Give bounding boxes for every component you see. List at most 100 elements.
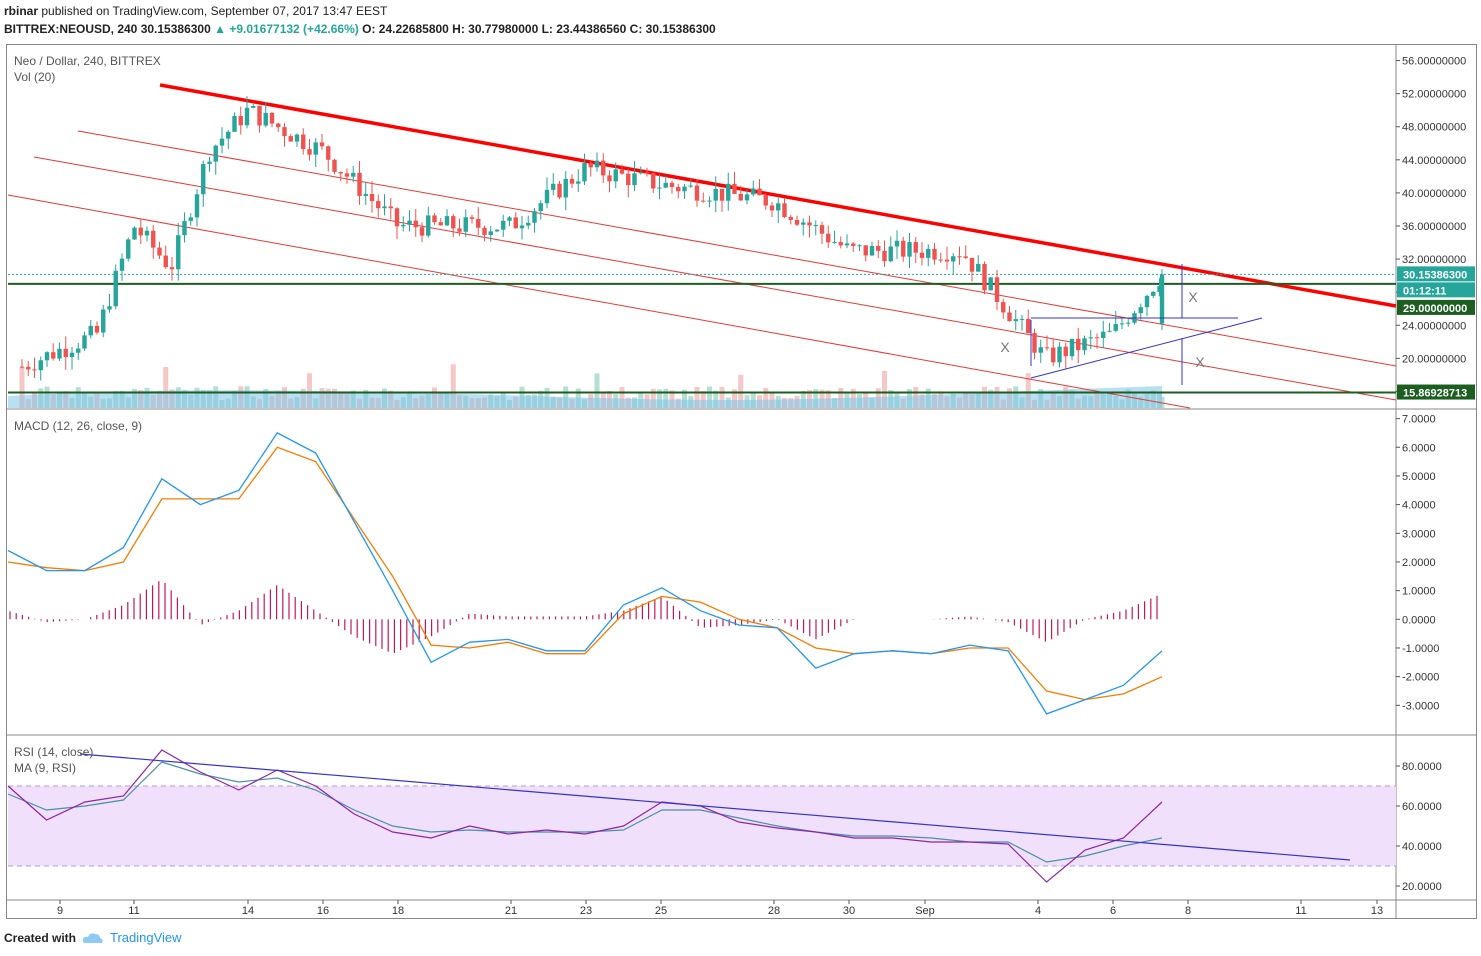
candle-up	[488, 231, 493, 235]
rsi-ma-title: MA (9, RSI)	[14, 761, 76, 775]
candle-up	[726, 183, 731, 201]
time-tick-label: 18	[392, 905, 404, 917]
candle-down	[513, 217, 518, 229]
rsi-band	[8, 786, 1396, 866]
candle-down	[719, 188, 725, 201]
candle-up	[544, 189, 550, 204]
candle-up	[382, 206, 387, 209]
pattern-bottom-line	[1030, 317, 1263, 379]
candle-up	[1082, 338, 1087, 351]
candle-down	[763, 195, 768, 206]
candle-down	[169, 267, 175, 270]
candle-down	[269, 112, 275, 124]
candle-down	[476, 218, 481, 228]
candle-down	[1007, 312, 1012, 322]
price-axis-tick-label: 20.00000000	[1402, 353, 1466, 365]
volume-bar	[19, 367, 25, 408]
candle-down	[607, 175, 612, 182]
candle-up	[951, 256, 956, 262]
rsi-pane[interactable]	[7, 749, 1396, 883]
author-name[interactable]: rbinar	[4, 4, 39, 18]
candle-up	[657, 187, 662, 189]
candle-up	[801, 222, 806, 225]
candle-down	[326, 146, 331, 160]
candle-down	[26, 366, 31, 370]
candle-down	[63, 348, 68, 358]
candle-down	[1032, 333, 1037, 353]
candle-up	[1057, 346, 1062, 363]
candle-up	[1013, 319, 1018, 322]
candle-down	[676, 187, 681, 192]
candle-down	[651, 173, 656, 189]
candle-down	[788, 216, 793, 220]
main-trendline	[159, 83, 1397, 308]
candle-down	[376, 201, 381, 209]
candle-down	[919, 252, 925, 258]
tradingview-link[interactable]: TradingView	[110, 930, 182, 945]
volume-bar	[450, 364, 456, 408]
volume-bar	[732, 389, 737, 408]
candle-up	[551, 183, 556, 190]
candle-up	[244, 107, 250, 126]
candle-up	[88, 325, 93, 336]
price-axis-tick-label: 40.00000000	[1402, 188, 1466, 200]
candle-down	[838, 242, 843, 246]
candle-up	[1088, 337, 1093, 339]
candle-down	[32, 369, 37, 371]
candle-down	[394, 208, 400, 227]
macd-axis-tick-label: -1.0000	[1402, 643, 1439, 655]
candle-down	[757, 188, 762, 196]
channel-line	[7, 194, 1191, 409]
pattern-x-mark: X	[1195, 354, 1205, 370]
candle-down	[601, 160, 606, 176]
price-axis-tick-label: 32.00000000	[1402, 254, 1466, 266]
volume-bar	[619, 387, 625, 408]
price-axis-tick-label: 48.00000000	[1402, 122, 1466, 134]
support-label-box	[1397, 384, 1475, 400]
candle-up	[144, 230, 150, 236]
volume-bar	[813, 389, 819, 408]
candle-down	[357, 172, 362, 196]
candle-up	[926, 248, 931, 258]
volume-bar	[719, 386, 725, 408]
candle-up	[107, 306, 112, 310]
macd-pane[interactable]	[7, 432, 1163, 715]
candle-up	[1107, 330, 1112, 332]
candle-down	[438, 222, 443, 226]
volume-bar	[713, 390, 719, 408]
footer: Created with TradingView	[4, 930, 182, 945]
candle-up	[213, 145, 218, 162]
candle-down	[301, 134, 306, 150]
volume-title: Vol (20)	[14, 70, 55, 84]
macd-axis-tick-label: 4.0000	[1402, 500, 1436, 512]
candle-up	[1019, 318, 1025, 320]
rsi-line	[7, 749, 1163, 883]
candle-up	[751, 188, 756, 195]
candle-up	[744, 194, 750, 201]
candle-down	[794, 219, 800, 225]
candle-up	[126, 239, 131, 259]
candle-down	[388, 206, 393, 209]
tradingview-cloud-icon	[82, 932, 103, 943]
price-pane[interactable]: X X X	[7, 83, 1397, 409]
candle-up	[1069, 338, 1075, 357]
candle-down	[913, 242, 918, 253]
time-tick-label: Sep	[915, 905, 935, 917]
candle-down	[851, 243, 856, 246]
volume-bar	[163, 366, 169, 408]
volume-bar	[763, 387, 769, 408]
candle-up	[1101, 331, 1106, 339]
volume-ma-area	[8, 386, 1162, 408]
time-tick-label: 11	[1295, 905, 1306, 917]
candle-down	[1094, 337, 1100, 339]
volume-bar	[307, 373, 312, 408]
candle-down	[238, 115, 243, 126]
candle-up	[219, 138, 225, 146]
price-axis-tick-label: 44.00000000	[1402, 155, 1466, 167]
candle-down	[151, 230, 156, 248]
candle-down	[994, 277, 1000, 303]
macd-axis-tick-label: -3.0000	[1402, 700, 1439, 712]
triangle-pattern: X X X	[1000, 264, 1263, 385]
candle-down	[626, 173, 631, 186]
